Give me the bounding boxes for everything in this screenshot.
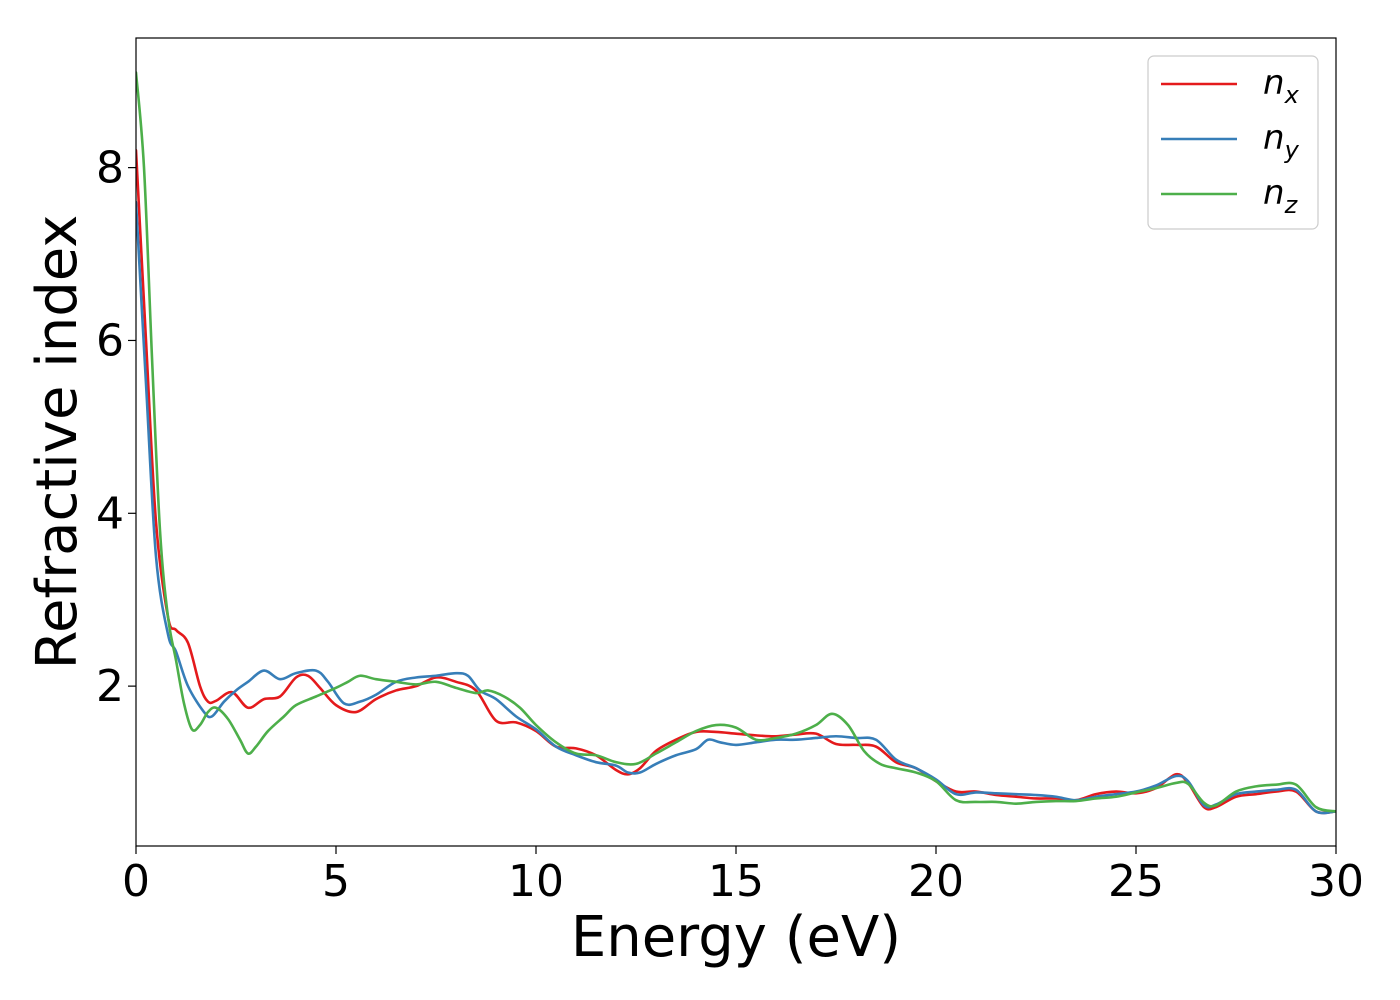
y-tick-label: 2 — [96, 661, 124, 712]
legend: nx ny nz — [1147, 55, 1319, 230]
x-tick-label: 5 — [322, 856, 350, 907]
x-tick-label: 30 — [1308, 856, 1364, 907]
y-tick-label: 6 — [96, 315, 124, 366]
y-tick-label: 8 — [96, 143, 124, 194]
x-axis-title: Energy (eV) — [571, 905, 901, 970]
legend-box — [1147, 55, 1319, 230]
series-layer — [136, 71, 1336, 815]
legend-label-ny: ny — [1263, 118, 1300, 164]
x-tick-label: 0 — [122, 856, 150, 907]
series-line-nx — [136, 149, 1336, 815]
series-line-ny — [136, 200, 1336, 815]
series-line-nz — [136, 71, 1336, 813]
x-axis-ticks: 0 5 10 15 20 25 30 — [122, 846, 1364, 907]
legend-label-nz: nz — [1263, 173, 1299, 219]
y-tick-label: 4 — [96, 488, 124, 539]
x-tick-label: 25 — [1108, 856, 1164, 907]
x-tick-label: 10 — [508, 856, 564, 907]
y-axis-title: Refractive index — [25, 215, 90, 670]
x-tick-label: 15 — [708, 856, 764, 907]
x-tick-label: 20 — [908, 856, 964, 907]
legend-label-nx: nx — [1263, 63, 1300, 109]
legend-items: nx ny nz — [1161, 63, 1300, 219]
y-axis-ticks: 2 4 6 8 — [96, 143, 136, 712]
